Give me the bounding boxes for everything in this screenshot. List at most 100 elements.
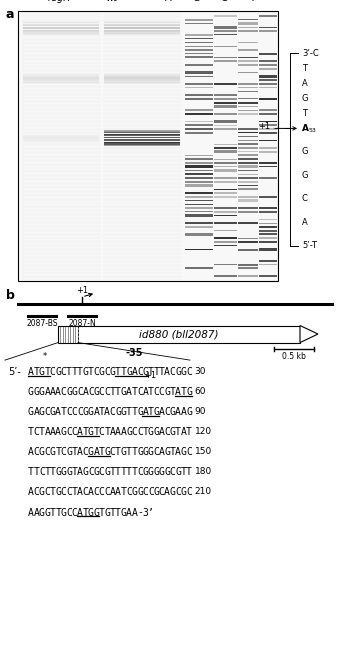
- Text: A: A: [82, 387, 88, 397]
- Text: T: T: [99, 448, 105, 458]
- Text: T: T: [170, 387, 175, 397]
- Text: A: A: [50, 428, 56, 438]
- Bar: [214, 150, 237, 153]
- Text: G: G: [148, 448, 154, 458]
- Text: C: C: [88, 468, 94, 478]
- Text: T: T: [110, 387, 116, 397]
- Bar: [238, 174, 258, 175]
- Bar: [238, 91, 258, 92]
- Bar: [259, 237, 277, 239]
- Text: G: G: [170, 407, 175, 418]
- Bar: [23, 134, 99, 135]
- Text: G: G: [82, 407, 88, 418]
- Text: G: G: [126, 367, 132, 377]
- Bar: [185, 87, 213, 88]
- Text: T: T: [153, 367, 159, 377]
- Bar: [104, 137, 180, 138]
- Text: T: T: [99, 407, 105, 418]
- Text: A: A: [104, 407, 110, 418]
- Text: id880 (bll2087): id880 (bll2087): [139, 329, 219, 339]
- Text: G: G: [302, 171, 309, 180]
- Text: G: G: [153, 488, 159, 498]
- Text: G: G: [153, 407, 159, 418]
- Text: G: G: [121, 508, 127, 518]
- Bar: [238, 83, 258, 85]
- Text: C: C: [72, 407, 78, 418]
- Text: C: C: [66, 488, 72, 498]
- Text: T: T: [115, 387, 121, 397]
- Bar: [214, 275, 237, 277]
- Bar: [104, 71, 180, 73]
- Text: A: A: [55, 428, 61, 438]
- Bar: [238, 166, 258, 168]
- Text: C: C: [175, 488, 181, 498]
- Text: T: T: [148, 407, 154, 418]
- Text: A: A: [159, 448, 165, 458]
- Bar: [185, 192, 213, 194]
- Text: A: A: [302, 79, 308, 88]
- Bar: [238, 23, 258, 25]
- Text: G: G: [72, 387, 78, 397]
- Bar: [23, 73, 99, 75]
- Text: T: T: [93, 428, 99, 438]
- Text: T: T: [44, 367, 50, 377]
- Text: A: A: [126, 387, 132, 397]
- Bar: [238, 61, 258, 62]
- Bar: [259, 234, 277, 235]
- Text: T: T: [121, 488, 127, 498]
- Bar: [214, 147, 237, 149]
- Text: G: G: [302, 94, 309, 103]
- Text: C: C: [34, 428, 39, 438]
- Bar: [104, 73, 180, 74]
- Bar: [104, 21, 180, 22]
- Text: A: A: [77, 488, 83, 498]
- Text: a: a: [6, 8, 15, 21]
- Text: 60: 60: [194, 387, 206, 396]
- Text: G: G: [181, 367, 186, 377]
- Bar: [259, 241, 277, 243]
- Text: 30: 30: [194, 367, 206, 376]
- Text: T: T: [115, 468, 121, 478]
- Bar: [23, 81, 99, 83]
- Text: T: T: [34, 367, 39, 377]
- Bar: [259, 64, 277, 65]
- Bar: [104, 77, 180, 78]
- Bar: [259, 196, 277, 198]
- Text: C: C: [39, 468, 45, 478]
- Text: G: G: [121, 407, 127, 418]
- Text: C: C: [137, 468, 143, 478]
- Bar: [259, 260, 277, 262]
- Text: A: A: [93, 448, 99, 458]
- Bar: [259, 124, 277, 126]
- Text: C: C: [44, 448, 50, 458]
- Text: C: C: [66, 407, 72, 418]
- Bar: [238, 57, 258, 58]
- Bar: [104, 34, 180, 35]
- Bar: [259, 109, 277, 112]
- Text: A: A: [28, 367, 34, 377]
- Bar: [214, 144, 237, 145]
- Bar: [238, 210, 258, 213]
- Bar: [104, 31, 180, 32]
- Bar: [259, 207, 277, 209]
- Text: 2087-N: 2087-N: [68, 319, 96, 328]
- Bar: [23, 140, 99, 141]
- Text: +1: +1: [76, 286, 88, 295]
- Bar: [259, 166, 277, 167]
- Text: T: T: [181, 468, 186, 478]
- Text: C: C: [66, 428, 72, 438]
- Text: G: G: [104, 508, 110, 518]
- Text: C: C: [99, 468, 105, 478]
- Text: 2087-BS: 2087-BS: [26, 319, 58, 328]
- Bar: [214, 177, 237, 179]
- Bar: [23, 19, 99, 21]
- Text: A: A: [302, 218, 308, 227]
- Text: G: G: [50, 448, 56, 458]
- Text: T: T: [104, 428, 110, 438]
- Text: T: T: [126, 407, 132, 418]
- Text: -35: -35: [126, 348, 143, 358]
- Bar: [238, 154, 258, 156]
- Text: T: T: [66, 367, 72, 377]
- Bar: [214, 83, 237, 85]
- Bar: [23, 76, 99, 77]
